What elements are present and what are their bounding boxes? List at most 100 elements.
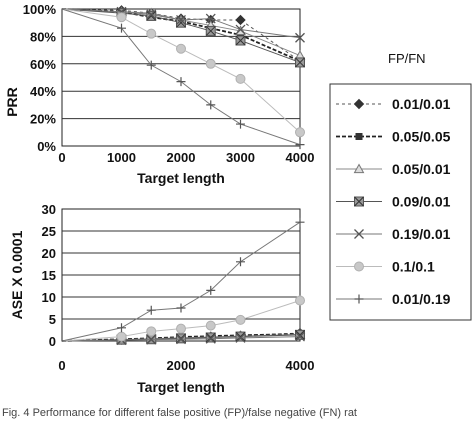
y-tick-label: 80% [30, 29, 56, 44]
data-point [146, 60, 156, 70]
series-0-1-0-1 [61, 295, 305, 342]
data-point [295, 32, 305, 43]
data-point [235, 35, 246, 46]
y-tick-label: 0% [37, 139, 56, 154]
data-point [176, 303, 186, 313]
prr-chart: 0% 20% 40% 60% 80% 100% 0 1000 2000 3000 4000 Targe… [4, 2, 314, 186]
legend-entry: 0.01/0.19 [336, 291, 451, 307]
data-point [146, 10, 157, 21]
y-tick-label: 60% [30, 57, 56, 72]
legend-entry: 0.05/0.05 [336, 129, 451, 145]
data-point [176, 323, 186, 334]
y-tick-label: 20% [30, 112, 56, 127]
data-point [295, 140, 305, 150]
data-point [146, 334, 157, 345]
data-point [176, 334, 186, 345]
data-point [235, 24, 246, 35]
series-0-1-0-1 [61, 8, 305, 138]
data-point [146, 305, 156, 315]
data-point [117, 23, 126, 33]
data-point [205, 320, 216, 331]
series-0-01-0-19 [61, 8, 305, 150]
data-point [116, 331, 127, 342]
data-point [146, 28, 157, 39]
legend-entry: 0.05/0.01 [336, 161, 451, 177]
series-0-01-0-19 [61, 217, 305, 342]
data-point [205, 332, 216, 343]
y-tick-label: 5 [49, 312, 56, 327]
data-point [295, 217, 305, 227]
data-point [176, 77, 186, 87]
legend-entry: 0.1/0.1 [336, 259, 435, 275]
data-point [236, 257, 245, 267]
series-line [61, 221, 301, 342]
data-point [206, 285, 216, 295]
y-tick-label: 0 [49, 334, 56, 349]
series-line [61, 8, 301, 146]
data-point [176, 15, 186, 25]
series-0-01-0-01 [61, 5, 306, 67]
y-tick-label: 10 [42, 290, 56, 305]
x-tick-label: 4000 [286, 150, 315, 165]
y-tick-label: 20 [42, 246, 56, 261]
legend-label: 0.01/0.01 [392, 96, 451, 112]
legend-marker [354, 196, 364, 207]
data-point [235, 332, 246, 343]
y-tick-label: 40% [30, 84, 56, 99]
legend-label: 0.19/0.01 [392, 226, 451, 242]
legend-marker [354, 294, 364, 304]
data-point [206, 100, 216, 110]
y-axis-label: ASE X 0.0001 [9, 230, 25, 319]
data-point [235, 73, 246, 84]
legend: FP/FN 0.01/0.01 0.05/0.05 0.05/0.01 0.09/0.… [329, 51, 472, 321]
legend-marker [355, 133, 363, 140]
y-tick-label: 30 [42, 202, 56, 217]
x-tick-label: 3000 [226, 150, 255, 165]
legend-marker [354, 261, 364, 272]
data-point [295, 295, 305, 306]
x-axis-label: Target length [137, 379, 225, 395]
legend-label: 0.05/0.01 [392, 161, 451, 177]
data-point [146, 9, 157, 20]
data-point [235, 14, 246, 26]
ase-chart: 0 5 10 15 20 25 30 0 2000 4000 Target length ASE X … [9, 202, 314, 395]
legend-label: 0.01/0.19 [392, 291, 451, 307]
legend-label: 0.09/0.01 [392, 194, 451, 210]
data-point [117, 323, 126, 333]
plot-frame [61, 8, 301, 147]
x-tick-label: 2000 [167, 358, 196, 373]
data-point [235, 314, 246, 325]
x-tick-label: 2000 [167, 150, 196, 165]
x-axis-label: Target length [137, 170, 225, 186]
x-tick-label: 4000 [286, 358, 315, 373]
data-point [295, 329, 305, 340]
data-point [295, 331, 305, 342]
legend-entry: 0.01/0.01 [336, 96, 451, 112]
figure-caption: Fig. 4 Performance for different false p… [2, 407, 357, 419]
legend-entry: 0.09/0.01 [336, 194, 451, 210]
legend-marker [354, 229, 364, 239]
data-point [146, 326, 157, 337]
data-point [236, 119, 245, 129]
data-point [295, 127, 305, 138]
y-tick-label: 100% [23, 2, 57, 17]
data-point [235, 331, 246, 342]
legend-entry: 0.19/0.01 [336, 226, 451, 242]
y-tick-label: 15 [42, 268, 56, 283]
data-point [295, 57, 305, 68]
legend-marker [353, 98, 365, 110]
x-tick-label: 0 [58, 358, 65, 373]
data-point [205, 25, 216, 36]
data-point [176, 43, 186, 54]
data-point [205, 13, 216, 24]
series-0-19-0-01 [61, 6, 305, 43]
x-tick-label: 1000 [107, 150, 136, 165]
legend-label: 0.1/0.1 [392, 259, 435, 275]
x-tick-label: 0 [58, 150, 65, 165]
data-point [205, 333, 216, 344]
y-tick-label: 25 [42, 224, 56, 239]
legend-label: 0.05/0.05 [392, 129, 451, 145]
data-point [116, 12, 127, 23]
data-point [205, 58, 216, 69]
